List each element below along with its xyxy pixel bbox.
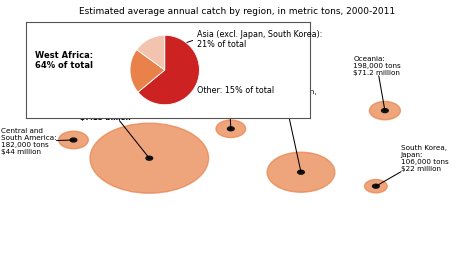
Circle shape xyxy=(365,179,387,193)
Text: Other: 15% of total: Other: 15% of total xyxy=(197,87,274,95)
Circle shape xyxy=(373,184,379,188)
Wedge shape xyxy=(130,50,164,92)
Text: East Africa:
181,000 tons
$50.5 million: East Africa: 181,000 tons $50.5 million xyxy=(204,63,252,129)
Text: West Africa:
2.9 million tons
$7.15 billion: West Africa: 2.9 million tons $7.15 bill… xyxy=(80,101,149,158)
Circle shape xyxy=(267,152,335,192)
Circle shape xyxy=(228,127,234,131)
Text: Antarctica:
48,000 tons
$7.8 million: Antarctica: 48,000 tons $7.8 million xyxy=(83,33,168,53)
Text: Oceania:
198,000 tons
$71.2 million: Oceania: 198,000 tons $71.2 million xyxy=(353,56,401,111)
Text: Asia (excl. Japan,
South Korea):
948,000 tons
$2.45 billion: Asia (excl. Japan, South Korea): 948,000… xyxy=(255,88,317,172)
Circle shape xyxy=(146,156,153,160)
Wedge shape xyxy=(138,35,200,105)
Circle shape xyxy=(90,123,209,193)
Circle shape xyxy=(216,120,246,137)
Text: Estimated average annual catch by region, in metric tons, 2000-2011: Estimated average annual catch by region… xyxy=(79,7,395,16)
Circle shape xyxy=(70,138,77,142)
Text: South Korea,
Japan:
106,000 tons
$22 million: South Korea, Japan: 106,000 tons $22 mil… xyxy=(376,145,448,186)
Text: West Africa:
64% of total: West Africa: 64% of total xyxy=(35,51,93,70)
Wedge shape xyxy=(137,35,165,70)
Circle shape xyxy=(298,170,304,174)
Text: Central and
South America:
182,000 tons
$44 million: Central and South America: 182,000 tons … xyxy=(1,128,73,155)
Circle shape xyxy=(369,101,401,120)
Circle shape xyxy=(161,46,176,55)
Circle shape xyxy=(59,131,88,149)
Circle shape xyxy=(382,109,388,113)
Circle shape xyxy=(165,48,172,52)
Text: Asia (excl. Japan, South Korea):
21% of total: Asia (excl. Japan, South Korea): 21% of … xyxy=(197,30,322,49)
